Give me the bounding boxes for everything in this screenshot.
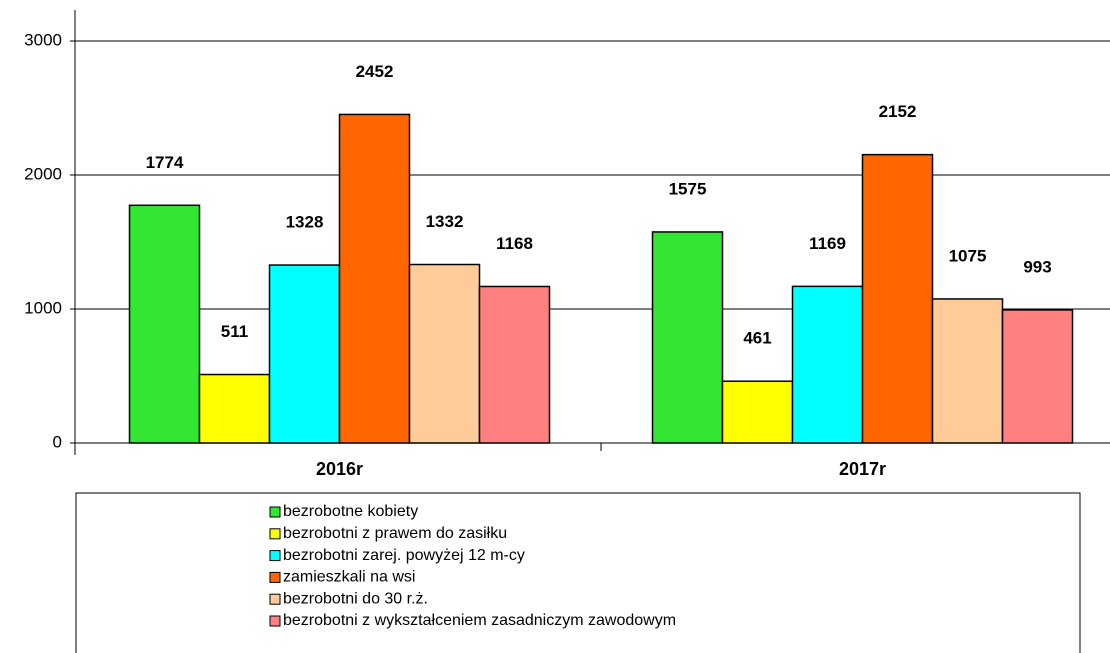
legend-label: bezrobotne kobiety [283,503,418,520]
value-label: 1575 [669,179,707,198]
bar [861,153,934,444]
bar [128,204,201,444]
legend-label: bezrobotni zarej. powyżej 12 m-cy [283,547,525,564]
legend-swatch [269,615,281,627]
y-tick-label: 3000 [24,30,62,49]
bar [408,263,481,444]
value-label: 1075 [949,246,987,265]
value-label: 2452 [356,62,394,81]
value-label: 461 [743,329,771,348]
legend-swatch [269,528,281,540]
bar [478,285,551,444]
bar [268,264,341,444]
y-tick-label: 2000 [24,164,62,183]
value-label: 993 [1023,257,1051,276]
legend-swatch [269,506,281,518]
x-tick-label: 2016r [316,459,363,479]
x-tick-label: 2017r [839,459,886,479]
bar [791,285,864,444]
bar [1001,309,1074,444]
legend-label: bezrobotni z prawem do zasiłku [283,525,507,542]
value-label: 1328 [286,213,324,232]
legend-label: bezrobotni do 30 r.ż. [283,590,428,607]
bar [198,373,271,444]
value-label: 2152 [879,102,917,121]
value-label: 1774 [146,153,184,172]
bar [931,298,1004,444]
value-label: 1332 [426,212,464,231]
value-label: 511 [221,322,248,341]
legend-swatch [269,593,281,605]
legend-swatch [269,550,281,562]
bar [338,113,411,444]
legend-swatch [269,571,281,583]
y-tick-label: 1000 [24,298,62,317]
legend-label: bezrobotni z wykształceniem zasadniczym … [283,612,676,629]
value-label: 1169 [809,234,846,253]
value-label: 1168 [496,234,533,253]
y-tick-label: 0 [53,432,62,451]
bar [721,380,794,444]
legend-label: zamieszkali na wsi [283,569,415,586]
bar [651,231,724,444]
legend-box [75,492,1081,653]
